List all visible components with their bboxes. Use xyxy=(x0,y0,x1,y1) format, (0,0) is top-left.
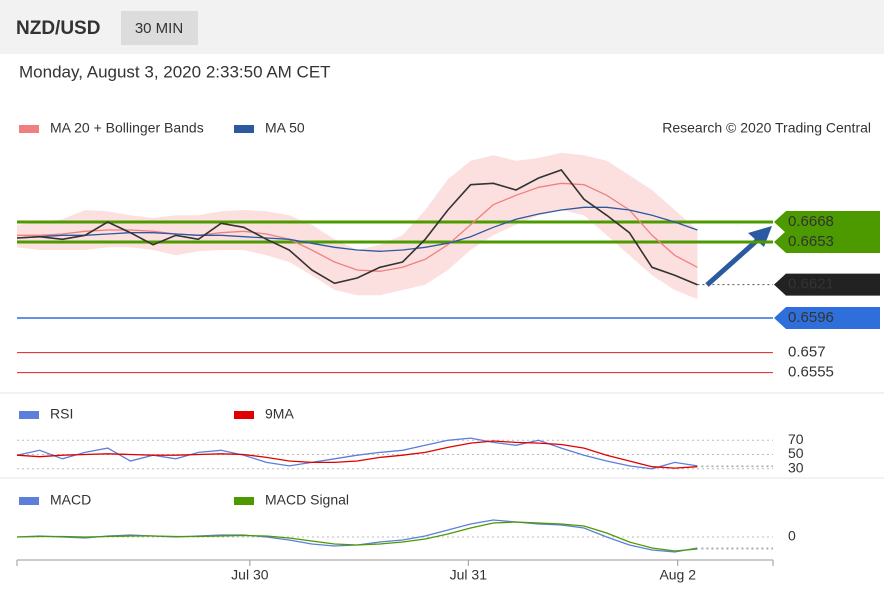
level-label: 0.6653 xyxy=(788,233,834,250)
level-label: 0.6621 xyxy=(788,276,834,293)
level-label-box xyxy=(774,231,880,253)
bollinger-band xyxy=(17,152,698,300)
interval[interactable]: 30 MIN xyxy=(135,20,183,37)
level-label: 0.657 xyxy=(788,344,826,361)
level-label-box xyxy=(774,211,880,233)
legend-swatch xyxy=(234,497,254,505)
level-label-box xyxy=(774,307,880,329)
x-tick-label: Jul 30 xyxy=(231,567,269,583)
level-label-box xyxy=(774,273,880,296)
legend-label: RSI xyxy=(50,406,73,422)
forecast-arrow xyxy=(705,234,764,287)
x-tick-label: Aug 2 xyxy=(659,567,696,583)
symbol: NZD/USD xyxy=(16,18,100,39)
credit: Research © 2020 Trading Central xyxy=(662,120,871,136)
level-label: 0.6596 xyxy=(788,309,834,326)
x-tick-label: Jul 31 xyxy=(450,567,488,583)
level-label: 0.6668 xyxy=(788,213,834,230)
legend-swatch xyxy=(234,125,254,133)
legend-label: MACD Signal xyxy=(265,492,349,508)
legend-label: MA 20 + Bollinger Bands xyxy=(50,120,204,136)
y-tick-label: 50 xyxy=(788,445,804,461)
level-label: 0.6555 xyxy=(788,364,834,381)
y-tick-label: 30 xyxy=(788,460,804,476)
y-tick-label: 0 xyxy=(788,528,796,544)
legend-swatch xyxy=(19,125,39,133)
timestamp: Monday, August 3, 2020 2:33:50 AM CET xyxy=(19,62,331,81)
series-line xyxy=(17,182,698,272)
interval-button[interactable] xyxy=(121,11,198,45)
legend-label: MA 50 xyxy=(265,120,305,136)
series-line xyxy=(16,440,698,469)
legend-swatch xyxy=(19,411,39,419)
legend-label: 9MA xyxy=(265,406,294,422)
y-tick-label: 70 xyxy=(788,431,804,447)
legend-label: MACD xyxy=(50,492,91,508)
legend-swatch xyxy=(234,411,254,419)
price-line xyxy=(16,169,698,286)
series-line xyxy=(16,437,698,470)
series-line xyxy=(16,521,698,552)
legend-swatch xyxy=(19,497,39,505)
